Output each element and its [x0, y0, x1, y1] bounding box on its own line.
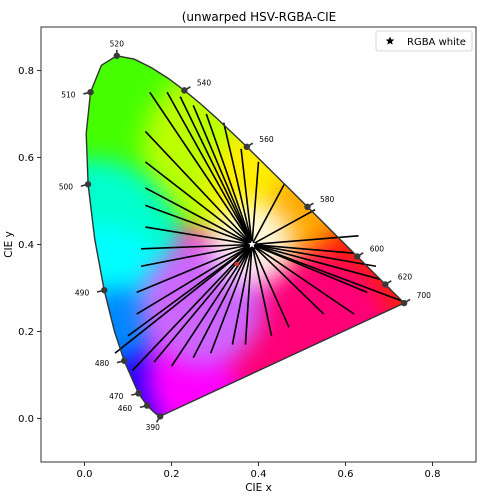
- hue-lines: [114, 91, 403, 372]
- x-tick-label: 0.2: [164, 469, 180, 480]
- y-tick-label: 0.0: [18, 414, 34, 425]
- legend: RGBA white: [375, 30, 473, 52]
- wavelength-dot: [181, 87, 188, 94]
- hue-line: [144, 130, 253, 246]
- wavelength-label: 510: [61, 91, 76, 100]
- hue-line: [251, 243, 381, 281]
- hue-line: [251, 243, 403, 302]
- hue-line: [251, 243, 355, 315]
- hue-line: [251, 243, 355, 254]
- wavelength-dot: [304, 203, 311, 211]
- hue-line: [251, 244, 290, 328]
- wavelength-dot: [243, 143, 250, 151]
- hue-line: [141, 243, 253, 250]
- hue-line: [145, 204, 253, 246]
- hue-line: [145, 226, 253, 246]
- wavelength-dot: [400, 299, 408, 307]
- x-axis-label: CIE x: [245, 482, 272, 494]
- hue-line: [209, 244, 253, 354]
- wavelength-label: 560: [259, 135, 274, 144]
- wavelength-dot: [354, 253, 361, 260]
- hue-line: [114, 243, 253, 354]
- wavelength-dot: [101, 286, 108, 294]
- hue-line: [244, 244, 253, 345]
- hue-line: [179, 96, 253, 245]
- y-tick-label: 0.6: [18, 153, 34, 164]
- hue-line: [251, 235, 359, 246]
- wavelength-label: 620: [398, 272, 413, 281]
- hue-line: [131, 243, 253, 372]
- wavelength-label: 470: [109, 392, 124, 401]
- legend-star: [385, 36, 395, 45]
- hue-line: [192, 104, 253, 245]
- hue-line: [240, 148, 253, 245]
- legend-star-marker: [385, 36, 395, 45]
- y-tick-label: 0.8: [18, 66, 34, 77]
- wavelength-label: 600: [370, 245, 385, 254]
- chart-title: (unwarped HSV-RGBA-CIE: [182, 10, 337, 24]
- wavelength-dot: [135, 390, 142, 397]
- x-tick-label: 0.6: [338, 469, 354, 480]
- hue-line: [251, 161, 260, 245]
- hue-line: [136, 243, 253, 294]
- hue-line: [140, 243, 253, 268]
- y-tick-label: 0.4: [18, 240, 34, 251]
- wavelength-dot: [87, 88, 94, 96]
- gamut-fill: [86, 55, 405, 417]
- hue-line: [251, 244, 273, 337]
- hue-line: [145, 187, 253, 246]
- hue-line: [251, 208, 316, 246]
- hue-line: [166, 91, 253, 245]
- wavelength-label: 520: [110, 39, 125, 48]
- hue-line: [231, 244, 253, 345]
- wavelength-dot: [121, 357, 128, 364]
- axis-ticks: 0.0 0.2 0.4 0.6 0.8 0.0 0.2 0.4 0.6 0.8: [18, 66, 440, 480]
- x-tick-label: 0.8: [425, 469, 441, 480]
- wavelength-dot: [143, 402, 151, 409]
- wavelength-label: 390: [146, 423, 161, 432]
- hue-line: [205, 113, 253, 245]
- wavelength-dot: [113, 52, 121, 59]
- x-tick-label: 0.4: [251, 469, 267, 480]
- wavelength-label: 490: [75, 289, 90, 298]
- hue-line: [149, 91, 253, 245]
- white-point: [246, 238, 258, 250]
- hue-line: [222, 122, 253, 245]
- hue-line: [251, 243, 325, 315]
- wavelength-label: 700: [417, 291, 432, 300]
- legend-box: [375, 30, 473, 52]
- hue-line: [192, 244, 253, 358]
- wavelength-dot: [157, 413, 164, 420]
- hue-line: [251, 243, 368, 294]
- wavelength-label: 580: [320, 195, 335, 204]
- hue-line: [127, 243, 253, 337]
- wavelength-label: 500: [59, 183, 74, 192]
- hue-line: [136, 243, 253, 315]
- reference-point: [234, 261, 239, 267]
- hue-line: [251, 243, 377, 268]
- wavelength-label: 460: [118, 404, 133, 413]
- y-tick-label: 0.2: [18, 327, 34, 338]
- wavelength-dot: [382, 281, 389, 288]
- y-axis-label: CIE y: [3, 231, 15, 258]
- legend-label: RGBA white: [407, 37, 466, 48]
- wavelength-label: 540: [197, 78, 212, 87]
- wavelength-label: 480: [95, 359, 110, 368]
- white-point-star: [246, 238, 258, 250]
- plot-area: 390 460 470 480 490 500 510 520 540 560 580 600 620 7…: [59, 39, 431, 432]
- wavelength-marks: 390 460 470 480 490 500 510 520 540 560 580 600 620 7…: [59, 39, 431, 432]
- hue-line: [251, 183, 286, 245]
- x-tick-label: 0.0: [77, 469, 93, 480]
- hue-line: [144, 161, 253, 246]
- wavelength-dot: [84, 181, 92, 188]
